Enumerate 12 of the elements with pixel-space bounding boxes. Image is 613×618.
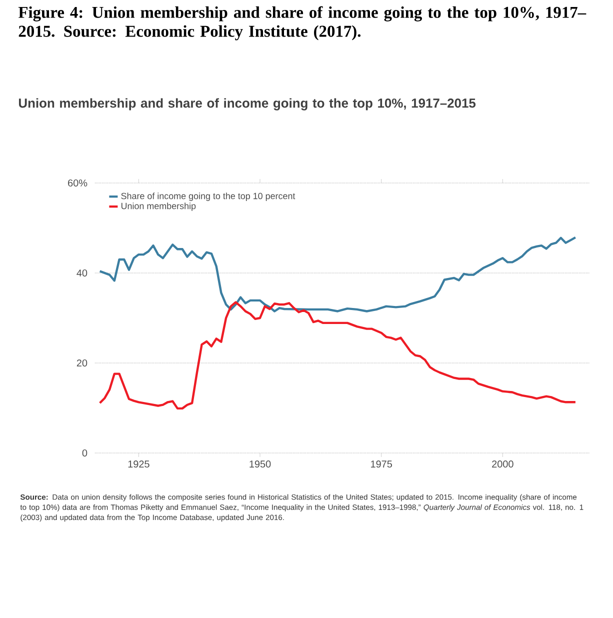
y-tick-label: 60% bbox=[68, 179, 88, 187]
chart-subtitle: Union membership and share of income going to the top 10%, 1917–2015 bbox=[18, 98, 476, 110]
x-tick-label: 1950 bbox=[250, 460, 271, 468]
y-tick-label: 40 bbox=[76, 269, 88, 277]
y-tick-label: 20 bbox=[76, 359, 88, 367]
x-tick-label: 2000 bbox=[492, 460, 514, 468]
x-tick-label: 1925 bbox=[128, 460, 150, 468]
x-tick-label: 1975 bbox=[371, 460, 392, 468]
legend-label: Union membership bbox=[121, 202, 196, 211]
y-tick-label: 0 bbox=[82, 449, 88, 457]
legend-label: Share of income going to the top 10 percent bbox=[121, 192, 296, 201]
chart-title: Figure 4: Union membership and share of income going to the top 10%, 1917–2015. Source: Economic Policy Institute (2017). bbox=[18, 6, 586, 40]
